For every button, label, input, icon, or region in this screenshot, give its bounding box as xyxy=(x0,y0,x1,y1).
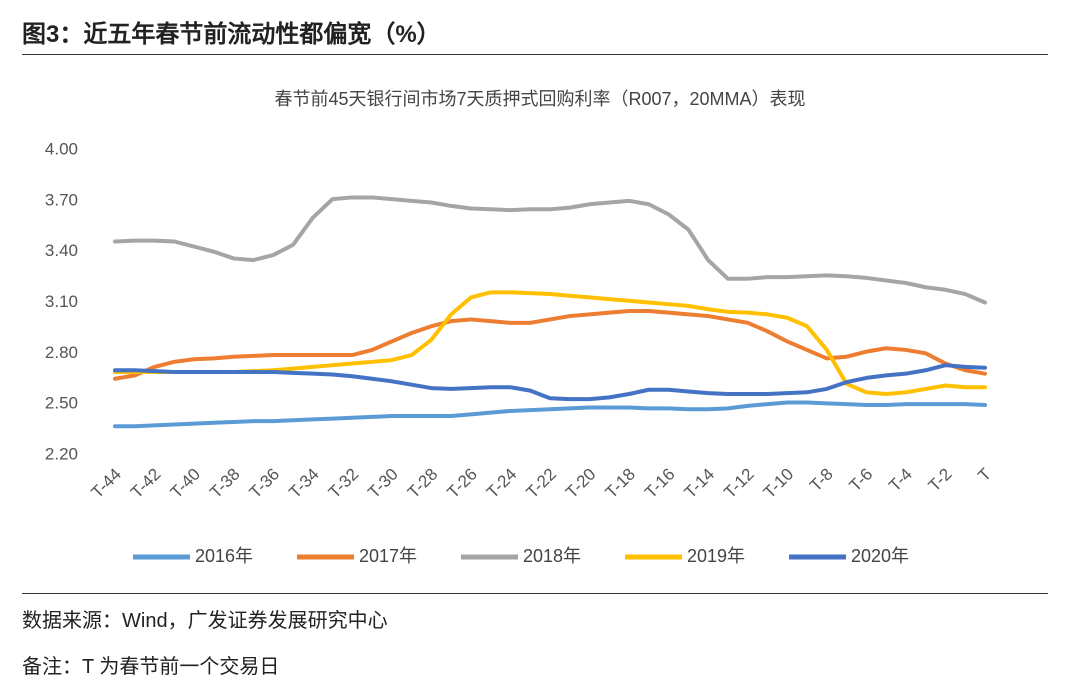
legend-label: 2016年 xyxy=(195,546,253,566)
legend-label: 2017年 xyxy=(359,546,417,566)
x-tick-label: T-4 xyxy=(885,465,916,496)
x-tick-label: T-22 xyxy=(523,465,560,502)
x-tick-label: T-34 xyxy=(285,465,322,502)
chart-title: 春节前45天银行间市场7天质押式回购利率（R007，20MMA）表现 xyxy=(274,89,805,109)
series-line xyxy=(113,363,987,402)
remark-note: 备注：T 为春节前一个交易日 xyxy=(22,656,280,678)
x-tick-label: T-8 xyxy=(806,465,837,496)
x-tick-label: T-38 xyxy=(206,465,243,502)
divider xyxy=(22,593,1048,594)
x-tick-label: T-16 xyxy=(641,465,678,502)
legend-label: 2018年 xyxy=(523,546,581,566)
x-tick-label: T-36 xyxy=(246,465,283,502)
x-tick-label: T-44 xyxy=(88,465,125,502)
legend-label: 2019年 xyxy=(687,546,745,566)
x-tick-label: T-32 xyxy=(325,465,362,502)
y-tick-label: 3.70 xyxy=(45,190,78,209)
x-tick-label: T-26 xyxy=(443,465,480,502)
x-tick-label: T-2 xyxy=(925,465,956,496)
x-tick-label: T-28 xyxy=(404,465,441,502)
y-tick-label: 3.40 xyxy=(45,241,78,260)
x-tick-label: T-18 xyxy=(602,465,639,502)
x-tick-label: T-40 xyxy=(167,465,204,502)
chart: 春节前45天银行间市场7天质押式回购利率（R007，20MMA）表现 2.20 2… xyxy=(45,89,995,566)
x-tick-label: T-30 xyxy=(364,465,401,502)
x-tick-label: T-24 xyxy=(483,465,520,502)
y-tick-label: 2.50 xyxy=(45,394,78,413)
y-tick-label: 2.20 xyxy=(45,444,78,463)
y-tick-label: 3.10 xyxy=(45,292,78,311)
x-tick-label: T-20 xyxy=(562,465,599,502)
x-tick-label: T-10 xyxy=(760,465,797,502)
series-line xyxy=(113,195,987,305)
x-tick-label: T-6 xyxy=(846,465,877,496)
x-tick-label: T-42 xyxy=(127,465,164,502)
series-line xyxy=(113,400,987,429)
divider xyxy=(22,54,1048,55)
y-tick-label: 2.80 xyxy=(45,343,78,362)
x-tick-label: T xyxy=(974,465,995,486)
x-tick-label: T-14 xyxy=(681,465,718,502)
series-line xyxy=(113,308,987,381)
x-tick-label: T-12 xyxy=(720,465,757,502)
figure-title: 图3：近五年春节前流动性都偏宽（%） xyxy=(22,21,441,48)
y-tick-label: 4.00 xyxy=(45,139,78,158)
source-note: 数据来源：Wind，广发证券发展研究中心 xyxy=(22,610,388,632)
legend-label: 2020年 xyxy=(851,546,909,566)
